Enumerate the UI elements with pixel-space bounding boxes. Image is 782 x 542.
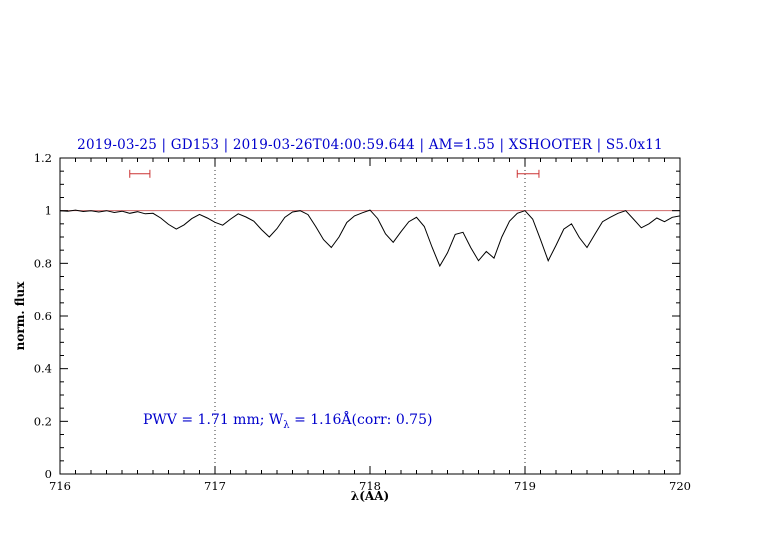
y-tick-label: 0.8 [34, 256, 52, 270]
plot-frame [59, 157, 681, 475]
y-tick-label: 1 [45, 204, 52, 218]
x-tick-label: 720 [669, 479, 691, 493]
y-tick-label: 0 [45, 467, 52, 481]
y-tick-label: 0.2 [34, 414, 52, 428]
pwv-annotation: PWV = 1.71 mm; Wλ = 1.16Å(corr: 0.75) [143, 412, 432, 431]
spectrum-line [59, 209, 681, 268]
plot-title: 2019-03-25 | GD153 | 2019-03-26T04:00:59… [77, 137, 663, 153]
y-tick-label: 1.2 [34, 151, 52, 165]
pwv-annotation-lead: PWV = 1.71 mm; W [143, 412, 284, 428]
x-axis-label: λ(AA) [350, 489, 390, 503]
x-tick-label: 717 [204, 479, 226, 493]
pwv-annotation-tail: = 1.16Å(corr: 0.75) [289, 412, 433, 428]
x-tick-label: 718 [359, 479, 381, 493]
lambda-subscript: λ [283, 419, 290, 431]
x-tick-label: 716 [49, 479, 71, 493]
y-tick-label: 0.6 [34, 309, 52, 323]
y-axis-label: norm. flux [13, 281, 27, 351]
x-tick-label: 719 [514, 479, 536, 493]
y-tick-label: 0.4 [34, 362, 52, 376]
